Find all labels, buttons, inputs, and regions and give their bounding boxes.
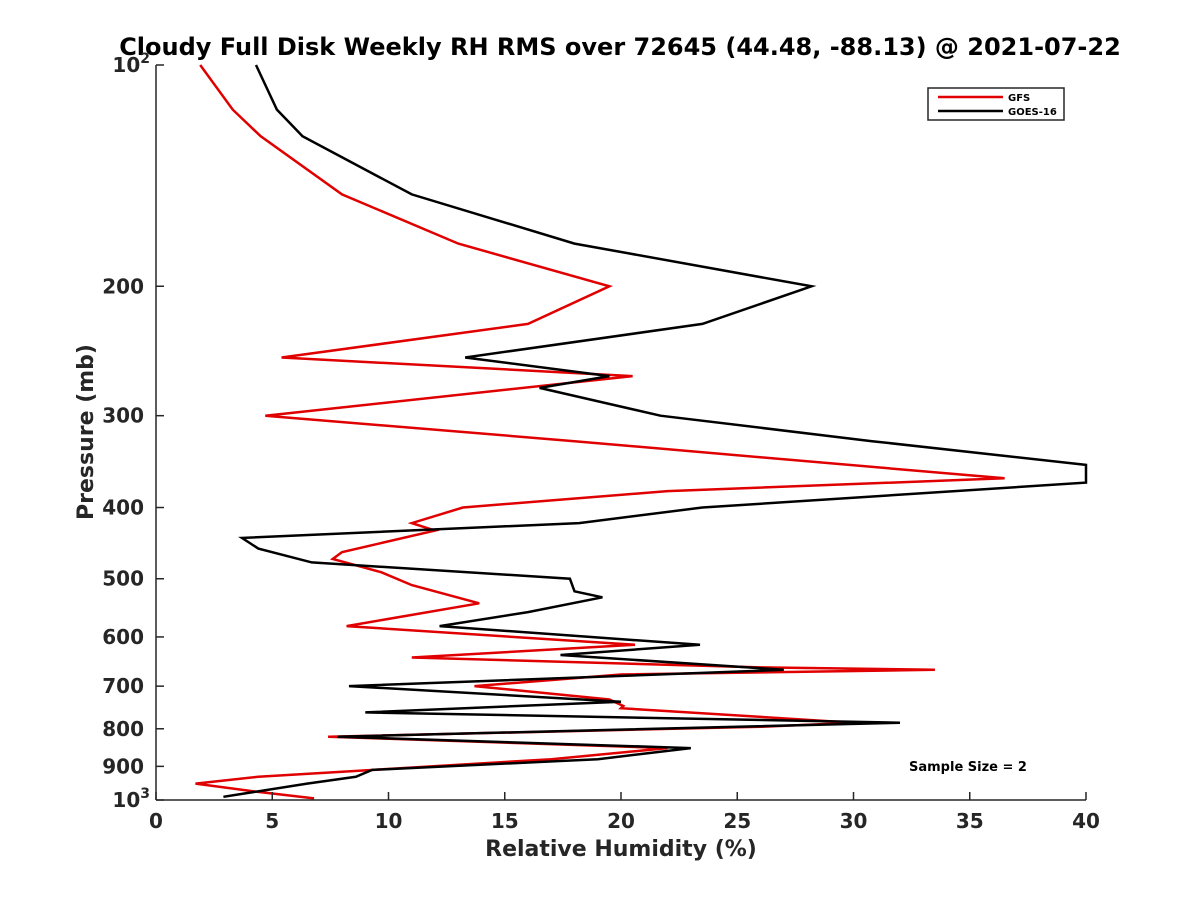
chart-title: Cloudy Full Disk Weekly RH RMS over 7264… — [119, 33, 1121, 61]
x-tick-label: 0 — [149, 809, 163, 833]
y-tick-label: 102 — [112, 51, 150, 77]
legend-box — [927, 87, 1065, 121]
y-axis-label: Pressure (mb) — [74, 344, 99, 520]
x-tick-label: 20 — [607, 809, 635, 833]
x-tick-label: 25 — [723, 809, 751, 833]
y-ticks: 102 200 300 400 500 600 700 800 900 103 — [102, 51, 164, 812]
y-tick-label: 400 — [102, 496, 144, 520]
legend-label-goes-16: GOES-16 — [1008, 107, 1057, 118]
x-tick-label: 30 — [840, 809, 868, 833]
y-tick-label: 300 — [102, 404, 144, 428]
y-tick-label: 500 — [102, 567, 144, 591]
y-tick-label: 800 — [102, 717, 144, 741]
plot-area: 0 5 10 15 20 25 30 35 40 102 200 300 400 500 600 700 80… — [102, 51, 1100, 833]
x-tick-label: 15 — [491, 809, 519, 833]
y-tick-label: 900 — [102, 754, 144, 778]
series-line-goes-16 — [223, 64, 1088, 799]
x-axis-label: Relative Humidity (%) — [485, 837, 757, 862]
x-tick-label: 10 — [375, 809, 403, 833]
y-tick-label: 600 — [102, 625, 144, 649]
sample-size-annotation: Sample Size = 2 — [909, 760, 1027, 775]
x-tick-label: 5 — [265, 809, 279, 833]
y-tick-label: 200 — [102, 274, 144, 298]
y-tick-label: 700 — [102, 674, 144, 698]
x-tick-label: 40 — [1072, 809, 1100, 833]
x-tick-label: 35 — [956, 809, 984, 833]
series-layer — [195, 64, 1088, 800]
y-tick-label: 103 — [112, 786, 150, 812]
legend-label-gfs: GFS — [1008, 93, 1030, 104]
x-ticks: 0 5 10 15 20 25 30 35 40 — [149, 792, 1100, 833]
plot-background — [156, 65, 1086, 800]
legend: GFS GOES-16 — [927, 87, 1065, 121]
